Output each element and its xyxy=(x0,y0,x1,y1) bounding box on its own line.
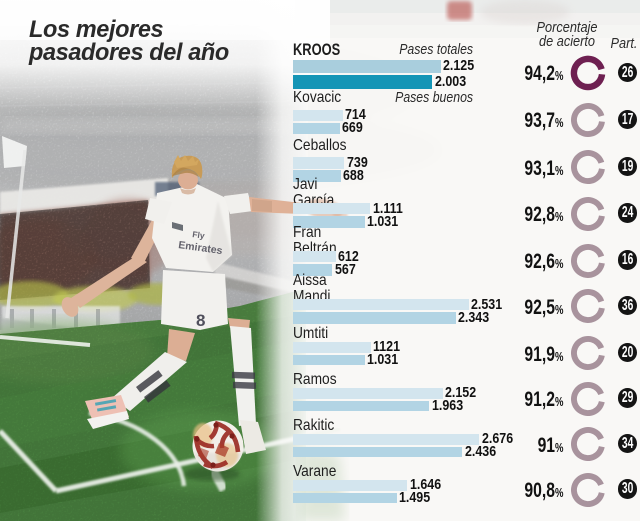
svg-text:Fly: Fly xyxy=(192,229,206,241)
svg-text:8: 8 xyxy=(196,311,205,330)
